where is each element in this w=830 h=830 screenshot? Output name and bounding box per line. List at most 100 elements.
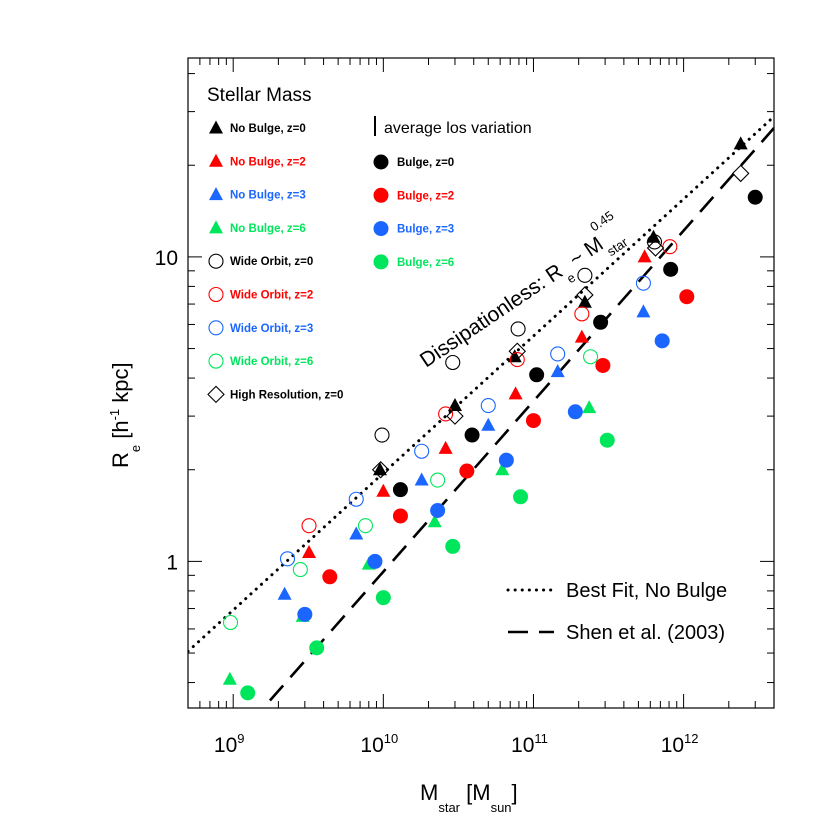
y-tick-label: 1 <box>166 551 178 574</box>
point-high-resolution-z-0 <box>446 407 464 425</box>
point-wide-orbit-z-6 <box>292 562 308 578</box>
point-bulge-z-6 <box>375 590 391 606</box>
legend: Stellar Mass No Bulge, z=0 No Bulge, z=2 No… <box>207 85 727 644</box>
legend-marker <box>209 153 223 167</box>
legend-label: Wide Orbit, z=2 <box>230 290 313 302</box>
point-wide-orbit-z-3 <box>279 551 296 567</box>
point-bulge-z-0 <box>747 189 763 205</box>
point-wide-orbit-z-3 <box>550 346 566 362</box>
legend-title: Stellar Mass <box>207 85 312 106</box>
legend-label: Wide Orbit, z=0 <box>230 256 313 268</box>
point-bulge-z-6 <box>309 640 325 656</box>
point-wide-orbit-z-6 <box>357 518 373 534</box>
x-tick-label: 1011 <box>511 731 548 757</box>
legend-label: Bulge, z=0 <box>397 157 454 169</box>
point-no-bulge-z-6 <box>427 514 442 528</box>
point-no-bulge-z-3 <box>481 417 496 431</box>
legend-marker <box>207 385 225 404</box>
point-wide-orbit-z-2 <box>438 406 454 422</box>
point-bulge-z-2 <box>392 508 408 524</box>
point-bulge-z-3 <box>367 553 383 569</box>
legend-marker <box>373 187 389 203</box>
point-wide-orbit-z-0 <box>577 267 593 283</box>
point-bulge-z-3 <box>567 404 583 420</box>
point-no-bulge-z-2 <box>376 483 391 497</box>
point-high-resolution-z-0 <box>508 342 527 361</box>
point-bulge-z-2 <box>322 569 338 585</box>
point-wide-orbit-z-6 <box>430 472 446 488</box>
point-wide-orbit-z-0 <box>510 321 526 337</box>
point-bulge-z-0 <box>529 367 545 383</box>
point-bulge-z-6 <box>240 685 256 701</box>
point-wide-orbit-z-0 <box>445 354 461 371</box>
point-no-bulge-z-3 <box>277 586 292 600</box>
legend-marker <box>208 320 224 336</box>
point-wide-orbit-z-3 <box>414 443 430 459</box>
point-bulge-z-0 <box>663 261 679 277</box>
x-axis-label: Mstar [Msun] <box>420 780 518 815</box>
point-wide-orbit-z-3 <box>348 491 364 507</box>
point-wide-orbit-z-6 <box>583 349 599 365</box>
point-high-resolution-z-0 <box>371 460 390 479</box>
best-fit-line <box>188 115 774 653</box>
legend-marker <box>209 187 223 201</box>
point-no-bulge-z-2 <box>438 440 453 454</box>
point-bulge-z-0 <box>593 314 609 330</box>
legend-marker <box>373 221 389 237</box>
point-no-bulge-z-0 <box>372 462 387 476</box>
point-bulge-z-0 <box>392 482 408 498</box>
point-wide-orbit-z-3 <box>635 275 651 291</box>
point-wide-orbit-z-6 <box>222 614 239 631</box>
point-high-resolution-z-0 <box>731 164 750 183</box>
data-points <box>222 136 763 701</box>
point-bulge-z-6 <box>445 538 461 554</box>
point-bulge-z-2 <box>595 357 611 373</box>
point-no-bulge-z-6 <box>495 462 510 476</box>
point-no-bulge-z-0 <box>577 294 592 308</box>
point-no-bulge-z-3 <box>636 304 651 318</box>
point-bulge-z-2 <box>679 289 695 305</box>
point-no-bulge-z-2 <box>574 329 589 343</box>
line-legend-label: Shen et al. (2003) <box>566 622 725 644</box>
point-no-bulge-z-0 <box>447 398 462 412</box>
legend-label: Bulge, z=3 <box>397 224 454 236</box>
point-bulge-z-3 <box>498 452 514 468</box>
shen-2003-line <box>261 127 774 708</box>
legend-marker <box>208 253 224 269</box>
point-no-bulge-z-0 <box>646 229 661 243</box>
point-no-bulge-z-3 <box>349 526 364 540</box>
x-tick-label: 1012 <box>661 731 699 757</box>
axis-labels: Mstar [Msun] Re [h-1 kpc] <box>107 362 518 815</box>
point-wide-orbit-z-2 <box>301 518 317 534</box>
legend-marker <box>208 353 224 369</box>
point-wide-orbit-z-0 <box>646 234 663 250</box>
point-no-bulge-z-6 <box>582 400 597 414</box>
y-axis-label: Re [h-1 kpc] <box>107 362 143 468</box>
point-bulge-z-3 <box>654 333 670 349</box>
point-wide-orbit-z-2 <box>509 352 525 368</box>
legend-label: Wide Orbit, z=6 <box>230 356 313 368</box>
point-bulge-z-2 <box>459 463 475 479</box>
legend-marker <box>209 120 223 134</box>
point-high-resolution-z-0 <box>576 286 594 304</box>
point-no-bulge-z-2 <box>302 544 317 558</box>
legend-label: High Resolution, z=0 <box>230 389 343 401</box>
legend-label: Bulge, z=6 <box>397 257 454 269</box>
x-tick-label: 1010 <box>360 731 398 757</box>
legend-marker <box>209 220 223 234</box>
fit-lines <box>188 115 774 708</box>
point-bulge-z-6 <box>599 432 615 448</box>
y-tick-label: 10 <box>155 247 178 270</box>
point-wide-orbit-z-3 <box>480 397 496 414</box>
legend-label: No Bulge, z=2 <box>230 156 306 168</box>
legend-label: No Bulge, z=3 <box>230 190 306 202</box>
x-tick-label: 109 <box>214 731 245 757</box>
point-no-bulge-z-0 <box>733 136 748 150</box>
legend-marker <box>373 254 389 270</box>
legend-label: Bulge, z=2 <box>397 190 454 202</box>
legend-marker <box>208 286 224 303</box>
point-no-bulge-z-2 <box>637 249 652 263</box>
legend-label: No Bulge, z=6 <box>230 223 306 235</box>
los-variation-label: average los variation <box>384 120 532 137</box>
axis-ticks <box>187 58 775 708</box>
